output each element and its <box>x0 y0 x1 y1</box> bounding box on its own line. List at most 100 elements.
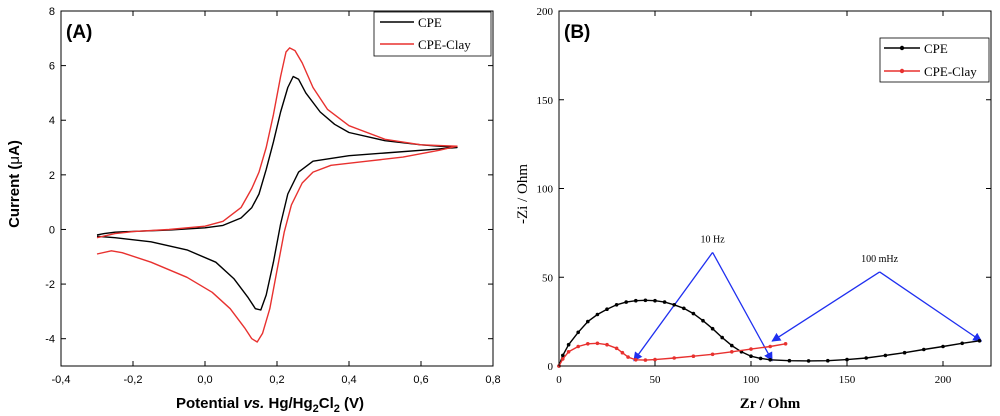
panel-a-tick-layer: -0,4 -0,2 0,0 0,2 0,4 0,6 0,8 -4 -2 0 2 4 6 8 <box>45 6 500 386</box>
panel-a: -0,4 -0,2 0,0 0,2 0,4 0,6 0,8 -4 -2 0 2 4 6 8 (A) Pot… <box>6 6 501 415</box>
y-tick-label: 6 <box>49 61 55 73</box>
panel-a-label: (A) <box>66 22 92 43</box>
data-point-cpe <box>902 350 907 355</box>
panel-a-legend: CPE CPE-Clay <box>373 11 492 57</box>
x-title-part: Cl <box>319 395 334 412</box>
panel-a-x-axis-title: Potential vs. Hg/Hg2Cl2 (V) <box>176 395 364 415</box>
data-point-cpe-clay <box>620 350 625 355</box>
x-tick-label: 0,8 <box>485 374 500 386</box>
panel-b-y-axis-title: -Zi / Ohm <box>515 164 531 224</box>
y-tick-label: 150 <box>537 95 554 107</box>
data-point-cpe-clay <box>783 342 788 346</box>
data-point-cpe <box>845 357 849 362</box>
annotation-label: 100 mHz <box>861 254 899 265</box>
data-point-cpe <box>691 311 696 316</box>
data-point-cpe-clay <box>626 355 630 359</box>
series-line-cpe-clay <box>96 47 458 343</box>
x-tick-label: 0,4 <box>341 374 356 386</box>
data-point-cpe-clay <box>586 342 590 346</box>
y-tick-label: 2 <box>49 170 55 182</box>
data-point-cpe-clay <box>672 356 676 360</box>
data-point-cpe <box>682 306 686 311</box>
data-point-cpe-clay <box>749 347 753 351</box>
data-point-cpe <box>605 307 609 312</box>
data-point-cpe <box>701 318 705 323</box>
x-title-part: Hg/Hg <box>264 395 312 412</box>
panel-b: 10 Hz 100 mHz 0 50 100 150 200 0 50 100 150 200 (B… <box>515 6 992 412</box>
data-point-cpe <box>977 339 982 343</box>
y-title-part: Current ( <box>6 165 23 228</box>
x-tick-label: 0,0 <box>197 374 212 386</box>
data-point-cpe <box>595 312 600 317</box>
x-tick-label: 150 <box>839 374 856 386</box>
legend-marker-cpe-clay <box>899 68 905 74</box>
x-tick-label: 0 <box>556 374 562 386</box>
data-point-cpe <box>643 298 648 303</box>
data-point-cpe-clay <box>614 346 619 351</box>
data-point-cpe-clay <box>595 341 600 346</box>
data-point-cpe <box>566 342 571 347</box>
y-tick-label: -4 <box>45 334 55 346</box>
data-point-cpe <box>576 330 580 335</box>
data-point-cpe <box>720 335 724 340</box>
y-tick-label: 4 <box>49 115 55 127</box>
data-point-cpe-clay <box>566 350 571 354</box>
x-title-part: (V) <box>340 395 364 412</box>
data-point-cpe-clay <box>576 344 580 349</box>
data-point-cpe-clay <box>730 350 734 354</box>
data-point-cpe-clay <box>634 358 638 362</box>
data-point-cpe <box>941 344 945 349</box>
series-line-cpe <box>96 75 458 311</box>
x-title-part: vs. <box>243 395 264 412</box>
data-point-cpe <box>614 303 619 307</box>
y-tick-label: 200 <box>537 6 554 18</box>
data-point-cpe <box>662 300 667 304</box>
annotation-arrow <box>879 271 983 342</box>
x-tick-label: 50 <box>650 374 662 386</box>
data-point-cpe <box>922 347 926 352</box>
x-title-subscript: 2 <box>334 403 340 415</box>
panel-a-plot-frame <box>60 10 494 367</box>
data-point-cpe <box>768 358 772 362</box>
data-point-cpe <box>710 326 715 331</box>
legend-label-cpe: CPE <box>418 15 442 30</box>
data-point-cpe-clay <box>710 352 715 357</box>
panel-b-legend-box <box>879 37 990 83</box>
panel-b-legend: CPE CPE-Clay <box>879 37 990 83</box>
panel-a-y-axis-title: Current (μA) <box>6 140 23 228</box>
annotation-arrow <box>712 252 773 362</box>
annotation-arrow <box>771 271 880 342</box>
data-point-cpe-clay <box>691 354 696 359</box>
data-point-cpe <box>883 353 888 358</box>
data-point-cpe-clay <box>768 344 772 349</box>
x-tick-label: 200 <box>935 374 952 386</box>
legend-label-cpe: CPE <box>924 41 948 56</box>
y-tick-label: 8 <box>49 6 55 18</box>
panel-b-series-layer <box>557 298 982 368</box>
data-point-cpe <box>960 341 964 346</box>
panel-a-series-layer <box>96 47 458 343</box>
panel-b-label: (B) <box>564 22 590 43</box>
data-point-cpe-clay <box>653 357 657 362</box>
x-title-part: Potential <box>176 395 244 412</box>
y-tick-label: 50 <box>542 272 554 284</box>
data-point-cpe <box>586 319 590 324</box>
data-point-cpe <box>806 359 811 363</box>
y-title-part: A) <box>6 140 23 156</box>
data-point-cpe-clay <box>605 342 609 347</box>
data-point-cpe <box>730 343 734 348</box>
panel-b-annotation-layer: 10 Hz 100 mHz <box>633 234 983 362</box>
x-tick-label: 100 <box>743 374 760 386</box>
x-tick-label: 0,2 <box>269 374 284 386</box>
data-point-cpe <box>787 358 792 363</box>
y-tick-label: 0 <box>49 224 55 236</box>
data-point-cpe-clay <box>561 357 565 361</box>
data-point-cpe <box>634 298 638 303</box>
data-point-cpe <box>864 356 868 360</box>
data-point-cpe <box>672 303 676 307</box>
data-point-cpe-clay <box>643 358 648 362</box>
y-tick-label: 100 <box>537 184 554 196</box>
data-point-cpe <box>758 356 763 361</box>
panel-b-tick-layer: 0 50 100 150 200 0 50 100 150 200 <box>537 6 991 386</box>
y-tick-label: 0 <box>548 361 554 373</box>
